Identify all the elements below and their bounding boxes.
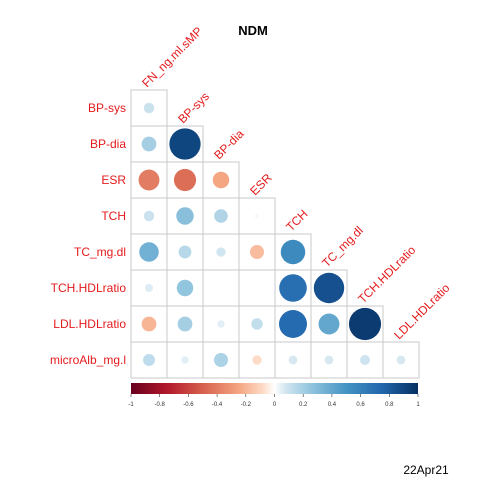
colorbar-tick-label: 0.2 (299, 402, 308, 408)
correlation-circle (313, 272, 345, 304)
row-labels: BP-sys BP-dia ESR TCH TC_mg.dl TCH.HDLratio LD… (50, 101, 126, 367)
column-label: ESR (247, 171, 275, 199)
column-label: BP-dia (211, 127, 247, 163)
colorbar-tick-label: -0.8 (155, 402, 166, 408)
correlation-circle (214, 353, 228, 367)
row-label: TC_mg.dl (74, 245, 126, 259)
correlation-circle (251, 318, 263, 330)
correlation-circle (143, 354, 155, 366)
correlation-circle (348, 307, 382, 341)
matrix-cell (202, 269, 240, 307)
colorbar (131, 383, 418, 394)
column-label: TC_mg.dl (319, 223, 366, 270)
correlation-circle (288, 355, 298, 365)
correlation-circle (217, 320, 225, 328)
colorbar-tick-label: 0.6 (356, 402, 365, 408)
matrix-cell (238, 269, 276, 307)
correlation-circle (141, 316, 157, 332)
correlation-circle (177, 316, 193, 332)
correlation-circle (169, 128, 201, 160)
correlation-circle (178, 245, 192, 259)
row-label: microAlb_mg.l (50, 353, 126, 367)
row-label: TCH.HDLratio (51, 281, 127, 295)
column-label: TCH (283, 207, 310, 234)
colorbar-tick-label: 1 (416, 402, 420, 408)
column-label: TCH.HDLratio (355, 243, 418, 306)
correlation-circle (176, 207, 194, 225)
correlation-circle (279, 310, 307, 338)
colorbar-tick-label: 0.4 (328, 402, 337, 408)
correlation-circles (138, 102, 406, 367)
correlation-circle (318, 313, 340, 335)
correlation-circle (173, 168, 197, 192)
correlation-circle (324, 355, 334, 365)
correlation-circle (144, 283, 154, 293)
correlation-circle (138, 169, 160, 191)
colorbar-tick-label: 0.8 (385, 402, 394, 408)
correlation-circle (360, 355, 370, 365)
correlation-circle (279, 274, 307, 302)
column-label: BP-sys (175, 89, 212, 126)
column-label: LDL.HDLratio (391, 281, 453, 343)
correlation-circle (181, 356, 189, 364)
correlation-circle (396, 355, 406, 365)
matrix-cell (382, 341, 420, 379)
row-label: ESR (101, 173, 126, 187)
correlation-circle (214, 209, 228, 223)
matrix-grid (130, 89, 420, 379)
correlation-circle (141, 136, 157, 152)
correlation-circle (176, 279, 194, 297)
correlation-circle (254, 213, 260, 219)
row-label: LDL.HDLratio (53, 317, 126, 331)
colorbar-tick-label: -0.4 (212, 402, 223, 408)
correlation-circle (212, 171, 230, 189)
row-label: BP-sys (88, 101, 126, 115)
chart-title: NDM (238, 23, 268, 38)
colorbar-tick-label: -0.6 (183, 402, 194, 408)
colorbar-tick-label: 0 (273, 402, 277, 408)
colorbar-tick-label: -0.2 (241, 402, 252, 408)
correlation-circle (143, 210, 155, 222)
correlation-circle (252, 355, 262, 365)
row-label: BP-dia (90, 137, 126, 151)
correlation-circle (139, 242, 159, 262)
color-legend: -1 -0.8 -0.6 -0.4 -0.2 0 0.2 0.4 0.6 0.8 1 (128, 383, 420, 408)
correlation-circle (143, 102, 155, 114)
row-label: TCH (101, 209, 126, 223)
correlation-circle (216, 247, 226, 257)
column-label: FN_ng.ml.sMP (139, 24, 205, 90)
correlation-circle (250, 245, 264, 259)
correlation-circle (280, 239, 306, 265)
footer-date: 22Apr21 (403, 463, 449, 477)
colorbar-tick-label: -1 (128, 402, 134, 408)
